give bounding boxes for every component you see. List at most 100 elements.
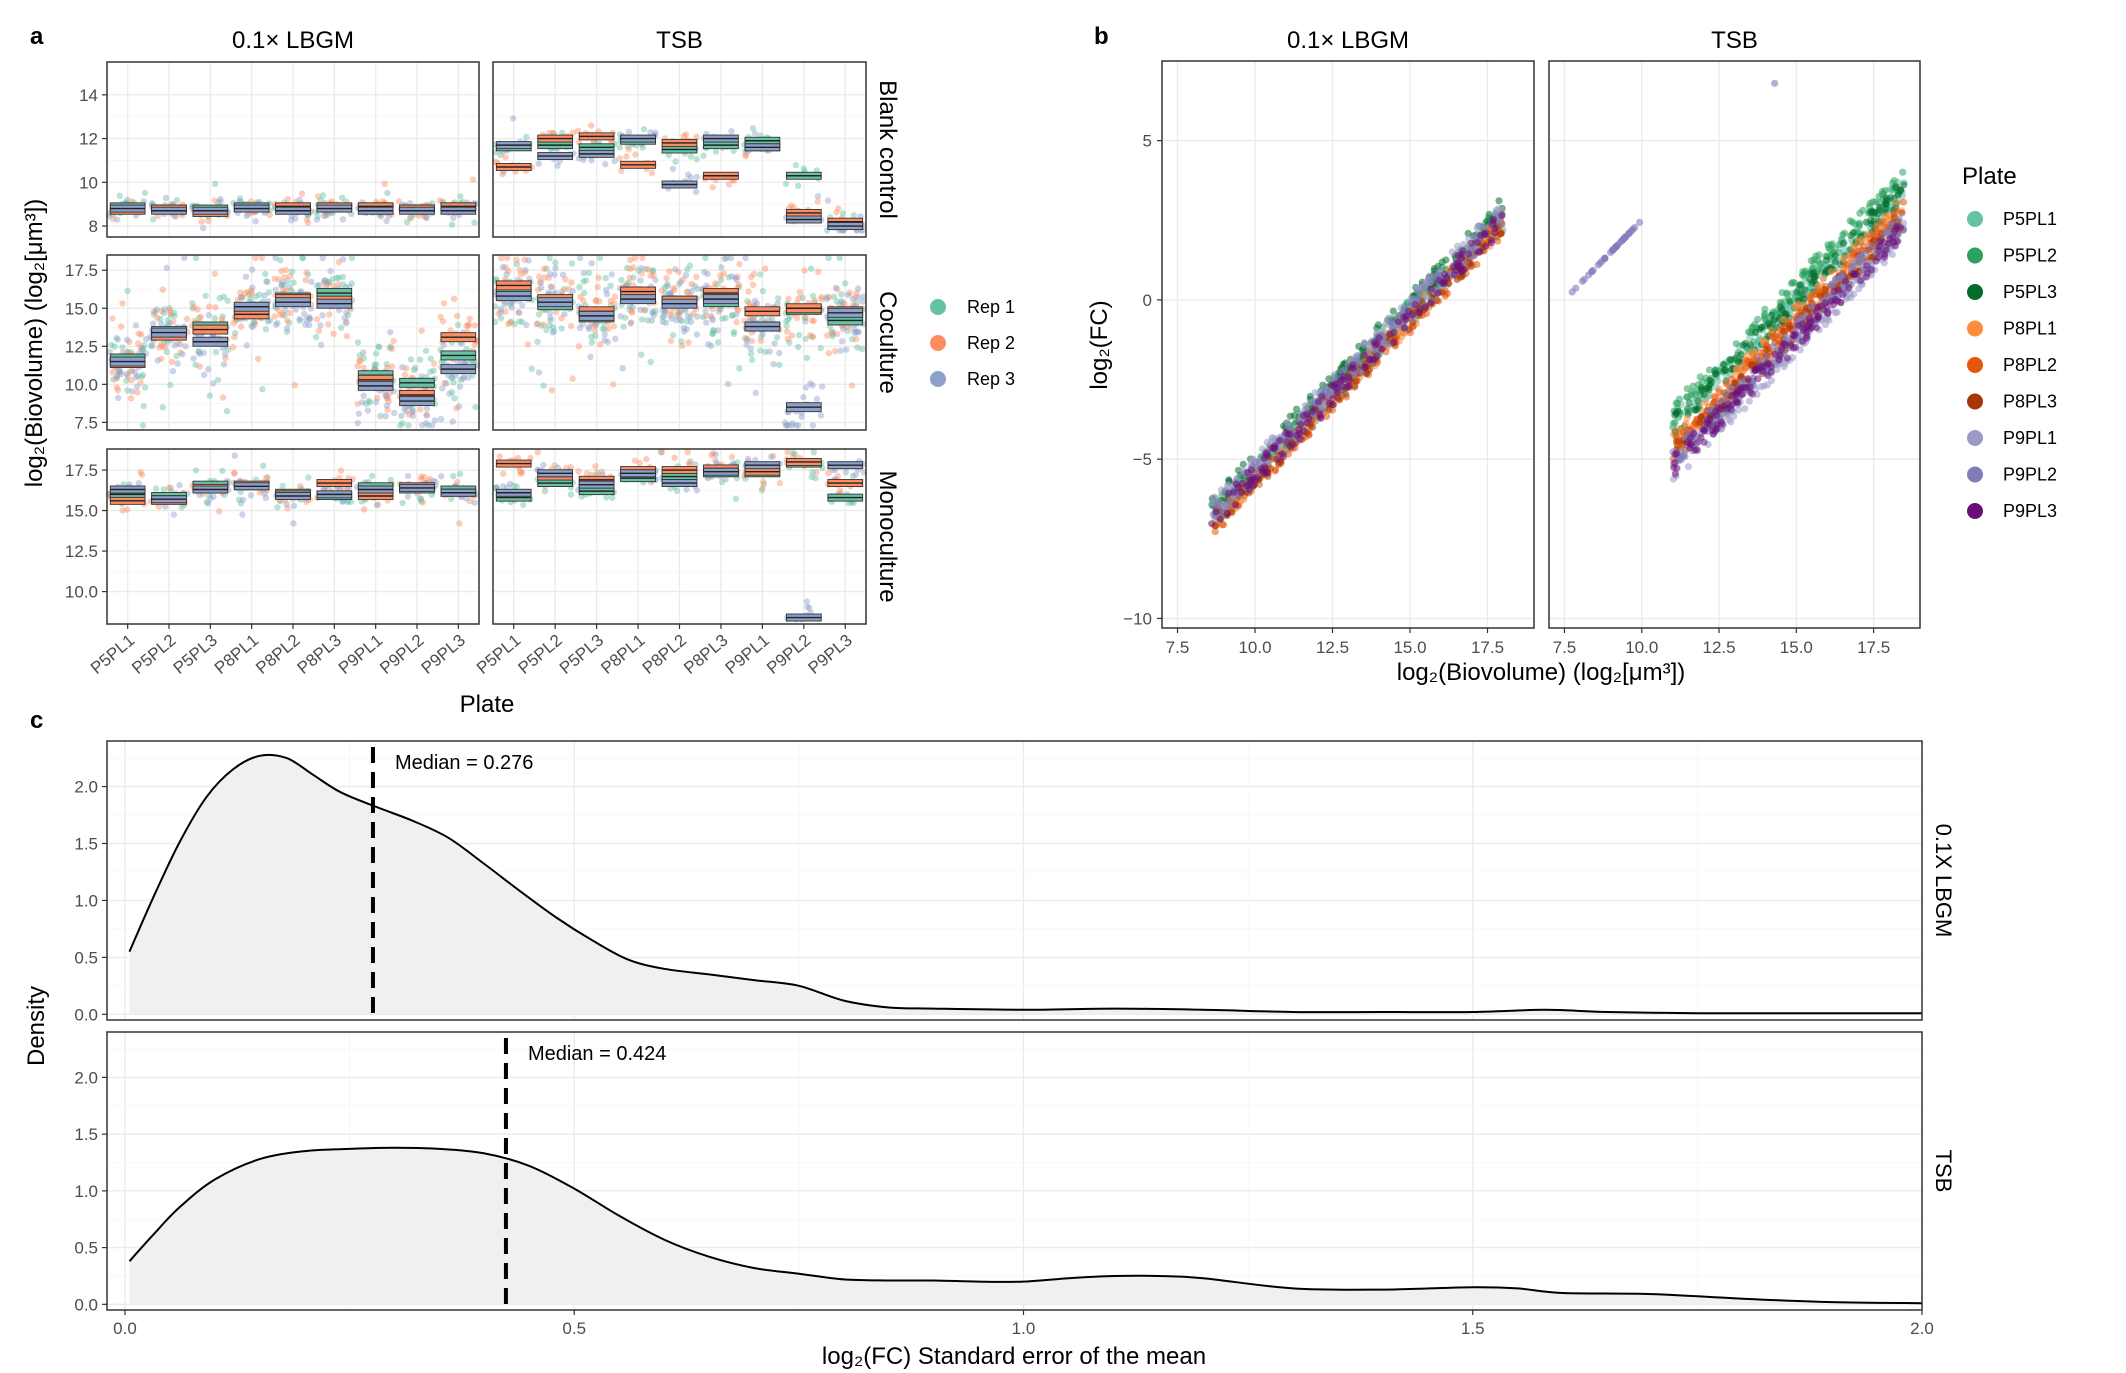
data-point — [693, 273, 700, 281]
data-point — [278, 267, 285, 275]
data-point — [422, 420, 430, 427]
data-point — [594, 283, 601, 291]
data-point — [648, 169, 656, 177]
data-point — [576, 284, 583, 291]
data-point — [127, 395, 135, 402]
data-point — [149, 342, 156, 350]
data-point — [170, 511, 178, 518]
data-point — [457, 376, 465, 383]
data-point — [382, 392, 389, 399]
data-point — [410, 366, 418, 374]
data-point — [567, 491, 575, 498]
data-point-P9PL3 — [1282, 428, 1290, 437]
data-point — [497, 309, 505, 316]
data-point — [231, 333, 238, 341]
data-point — [808, 473, 815, 481]
data-point — [383, 392, 390, 399]
data-point — [339, 216, 347, 223]
data-point-P9PL3 — [1402, 312, 1410, 320]
data-point-P9PL2 — [1252, 458, 1260, 466]
data-point — [271, 313, 278, 320]
data-point — [541, 265, 548, 273]
data-point — [163, 264, 170, 272]
panel-a-facet-0-1-lbgm-blank-control — [105, 61, 480, 238]
data-point — [811, 297, 819, 304]
data-point — [687, 318, 695, 326]
data-point — [229, 344, 237, 351]
data-point — [118, 370, 125, 377]
data-point — [625, 146, 632, 153]
data-point — [135, 480, 142, 487]
data-point — [303, 316, 310, 323]
x-tick-label: 7.5 — [1166, 638, 1190, 657]
data-point — [580, 269, 587, 277]
data-point — [386, 344, 394, 352]
data-point — [722, 314, 729, 322]
data-point — [673, 487, 681, 494]
data-point — [423, 412, 430, 419]
legend-label-rep2: Rep 2 — [967, 333, 1015, 353]
data-point — [222, 355, 229, 362]
data-point — [195, 314, 203, 321]
data-point — [576, 254, 584, 262]
data-point — [702, 254, 709, 262]
data-point-P9PL3 — [1279, 453, 1288, 461]
data-point — [588, 157, 595, 164]
data-point — [199, 224, 207, 232]
data-point — [109, 315, 116, 322]
x-tick-label-p9pl2: P9PL2 — [763, 631, 814, 678]
data-point — [844, 291, 852, 299]
panel-a-facet-0-1-lbgm-coculture — [106, 254, 480, 431]
data-point — [252, 218, 259, 225]
data-point — [319, 312, 326, 319]
data-point — [114, 336, 122, 343]
data-point — [374, 501, 382, 508]
data-point — [335, 274, 343, 281]
data-point — [403, 219, 411, 226]
data-point — [718, 264, 725, 271]
data-point — [244, 288, 252, 296]
data-point — [558, 325, 565, 332]
data-point — [795, 331, 803, 339]
data-point — [139, 371, 146, 378]
data-point — [219, 394, 227, 401]
data-point — [132, 374, 139, 381]
data-point-P5PL2 — [1825, 244, 1833, 252]
data-point — [383, 402, 391, 409]
data-point — [138, 373, 145, 380]
data-point — [313, 282, 321, 289]
data-point — [504, 254, 511, 262]
data-point — [285, 319, 293, 326]
data-point — [809, 382, 816, 389]
data-point-P5PL3 — [1874, 210, 1882, 218]
data-point — [456, 470, 464, 478]
data-point — [224, 297, 231, 304]
data-point-P9PL2 — [1214, 500, 1222, 508]
data-point — [746, 300, 753, 307]
data-point — [212, 304, 219, 311]
data-point — [625, 128, 633, 136]
data-point — [381, 180, 388, 187]
data-point — [399, 364, 406, 371]
data-point — [569, 375, 576, 382]
facet-label-tsb: TSB — [656, 27, 703, 54]
data-point — [627, 319, 635, 326]
data-point — [835, 205, 842, 212]
data-point — [305, 474, 312, 481]
data-point — [237, 294, 245, 301]
data-point — [610, 323, 618, 330]
data-point — [239, 496, 247, 503]
data-point — [537, 279, 545, 286]
data-point-P5PL3 — [1831, 258, 1839, 266]
data-point — [308, 278, 315, 285]
data-point — [448, 495, 455, 502]
data-point — [205, 492, 213, 499]
data-point — [127, 368, 134, 375]
data-point — [548, 387, 556, 394]
data-point — [129, 388, 136, 395]
data-point — [236, 195, 244, 202]
data-point — [795, 343, 802, 351]
data-point — [306, 315, 314, 323]
data-point — [602, 161, 609, 168]
